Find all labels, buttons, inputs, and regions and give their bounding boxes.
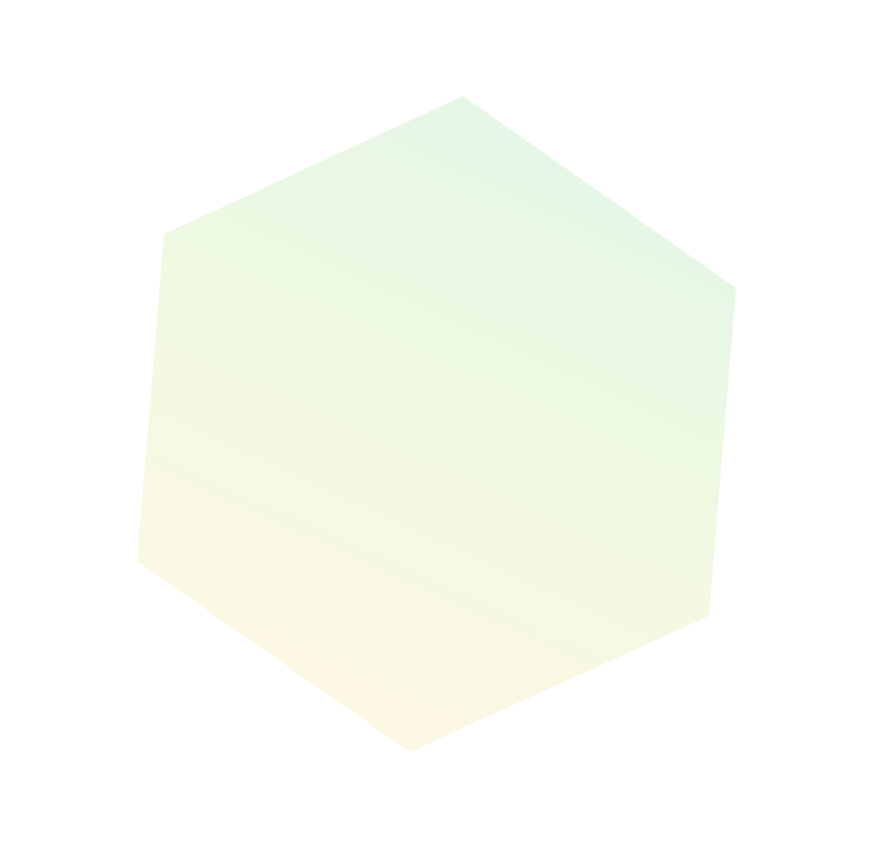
hexagon-shape [137,96,736,752]
